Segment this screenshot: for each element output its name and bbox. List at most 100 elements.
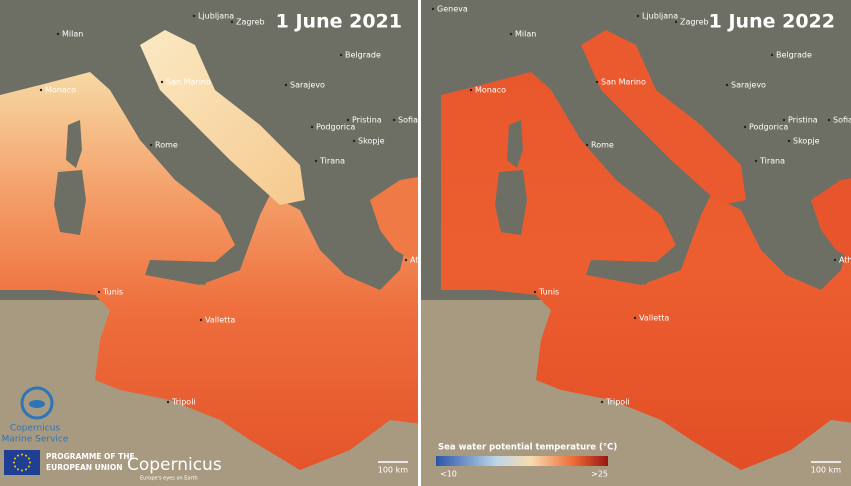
city-dot <box>787 139 791 143</box>
marine-service-text: Copernicus <box>10 424 60 434</box>
city-label: Milan <box>62 30 83 39</box>
city-label: Sarajevo <box>290 81 325 90</box>
city-dot <box>743 125 747 129</box>
panel-divider <box>418 0 421 486</box>
aegean-sea <box>811 178 851 259</box>
city-label: Sarajevo <box>731 81 766 90</box>
island <box>495 170 527 235</box>
city-dot <box>39 88 43 92</box>
sea <box>441 72 851 470</box>
city-label: Sofia <box>833 116 851 125</box>
island <box>54 170 86 235</box>
city-label: Belgrade <box>345 51 381 60</box>
city-label: Rome <box>155 141 178 150</box>
island <box>589 262 656 285</box>
eu-star <box>29 461 31 464</box>
date-title: 1 June 2021 <box>276 11 402 33</box>
eu-star <box>17 454 19 457</box>
city-dot <box>310 125 314 129</box>
eu-star <box>21 453 23 456</box>
eu-star <box>21 469 23 472</box>
eu-star <box>27 465 30 468</box>
city-label: Tripoli <box>605 398 630 407</box>
eu-star <box>14 457 17 460</box>
city-label: Tirana <box>319 157 345 166</box>
island <box>66 120 82 168</box>
eu-star <box>14 465 17 468</box>
adriatic-sea <box>140 30 305 205</box>
city-label: Zagreb <box>680 18 709 27</box>
city-label: Pristina <box>788 116 818 125</box>
eu-star <box>17 468 19 471</box>
city-dot <box>314 159 318 163</box>
marine-logo <box>20 386 54 420</box>
city-dot <box>199 318 203 322</box>
city-dot <box>352 139 356 143</box>
copernicus-logo: Copernicus <box>127 455 222 475</box>
city-label: Zagreb <box>236 18 265 27</box>
eu-star <box>27 457 30 460</box>
city-dot <box>636 14 640 18</box>
city-label: San Marino <box>601 78 646 87</box>
city-label: Ljubljana <box>642 12 678 21</box>
city-dot <box>782 118 786 122</box>
city-dot <box>833 258 837 262</box>
city-label: Belgrade <box>776 51 812 60</box>
island <box>507 120 523 168</box>
eu-star <box>25 468 27 471</box>
city-label: Tripoli <box>171 398 196 407</box>
city-dot <box>230 20 234 24</box>
city-dot <box>404 258 408 262</box>
city-dot <box>284 83 288 87</box>
city-label: Monaco <box>45 86 76 95</box>
sea-layer <box>0 30 418 470</box>
date-title: 1 June 2022 <box>709 11 835 33</box>
adriatic-sea <box>581 30 746 205</box>
marine-service-text: Marine Service <box>2 435 69 445</box>
city-dot <box>166 400 170 404</box>
city-label: Tunis <box>538 288 559 297</box>
city-label: Skopje <box>358 137 385 146</box>
city-dot <box>56 32 60 36</box>
city-dot <box>770 53 774 57</box>
city-label: Monaco <box>475 86 506 95</box>
city-dot <box>160 80 164 84</box>
city-label: Tunis <box>102 288 123 297</box>
legend-min: <10 <box>440 470 457 479</box>
eu-star <box>25 454 27 457</box>
city-label: San Marino <box>166 78 211 87</box>
legend-max: >25 <box>591 470 608 479</box>
legend-title: Sea water potential temperature (°C) <box>438 443 617 453</box>
marine-logo-fish <box>29 400 45 408</box>
sea <box>0 72 418 470</box>
city-dot <box>674 20 678 24</box>
city-label: Skopje <box>793 137 820 146</box>
city-dot <box>392 118 396 122</box>
city-label: Geneva <box>437 5 468 14</box>
legend-bar <box>436 456 608 466</box>
city-dot <box>595 80 599 84</box>
city-dot <box>533 290 537 294</box>
city-dot <box>827 118 831 122</box>
city-dot <box>192 14 196 18</box>
copernicus-tagline: Europe's eyes on Earth <box>140 476 198 482</box>
city-label: Tirana <box>759 157 785 166</box>
city-dot <box>346 118 350 122</box>
city-label: Rome <box>591 141 614 150</box>
city-label: Podgorica <box>749 123 788 132</box>
city-dot <box>431 7 435 11</box>
island <box>148 262 215 285</box>
city-dot <box>509 32 513 36</box>
city-dot <box>633 316 637 320</box>
scale-label: 100 km <box>378 466 408 475</box>
city-dot <box>725 83 729 87</box>
eu-text: EUROPEAN UNION <box>46 463 123 472</box>
eu-text: PROGRAMME OF THE <box>46 452 135 461</box>
city-dot <box>754 159 758 163</box>
city-label: Athens <box>410 256 438 265</box>
city-dot <box>469 88 473 92</box>
city-dot <box>339 53 343 57</box>
